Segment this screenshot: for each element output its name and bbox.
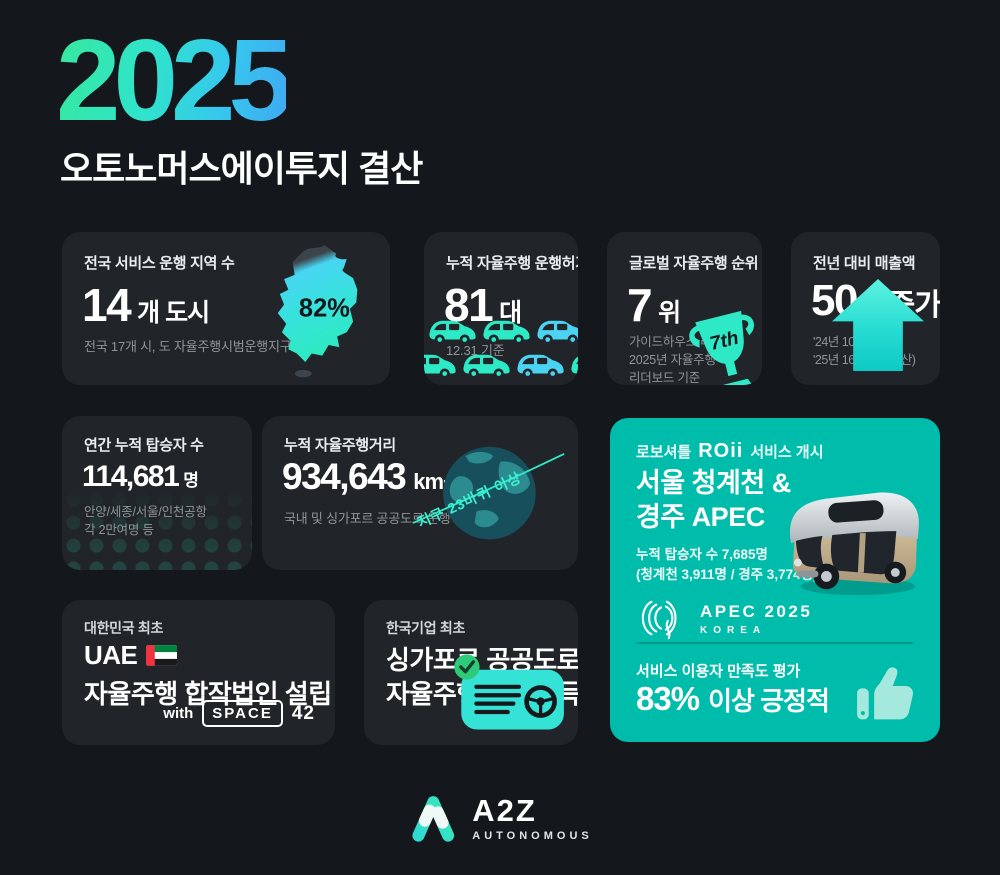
car-icon: [424, 353, 458, 380]
satisfaction-label: 서비스 이용자 만족도 평가: [636, 663, 801, 680]
passengers-sub: 안양/세종/서울/인천공항 각 2만여명 등: [84, 505, 207, 537]
uae-title-line1: UAE: [84, 640, 178, 671]
company-logo: A2Z AUTONOMOUS: [407, 793, 592, 843]
company-name: A2Z: [472, 792, 537, 828]
regions-label: 전국 서비스 운행 지역 수: [84, 255, 235, 272]
distance-sub: 국내 및 싱가포르 공공도로 운행 중: [284, 511, 466, 526]
uae-label: 대한민국 최초: [84, 620, 164, 636]
car-icon: [482, 319, 532, 346]
apec-text: APEC 2025 KOREA: [700, 602, 812, 636]
card-revenue-growth: 전년 대비 매출액 50 % 증가 '24년 107억 '25년 160억 (가…: [791, 232, 940, 385]
roii-logo: ROii: [698, 440, 744, 462]
globe-icon: 지구 23바퀴 이상: [412, 446, 565, 540]
car-icon: [516, 353, 566, 380]
car-icon: [536, 319, 578, 346]
uae-title-text: UAE: [84, 640, 138, 670]
roii-header-pre: 로보셔틀: [636, 444, 692, 461]
partner-prefix: with: [163, 705, 194, 722]
passengers-unit: 명: [183, 471, 199, 490]
permits-unit: 대: [499, 299, 522, 327]
card-roii-service: 로보셔틀 ROii 서비스 개시 서울 청계천 & 경주 APEC 누적 탑승자…: [610, 418, 940, 742]
thumbs-up-icon: [857, 667, 914, 720]
card-singapore-license: 한국기업 최초 싱가포르 공공도로 자율주행면허 취득: [364, 600, 578, 745]
roii-header-post: 서비스 개시: [750, 444, 824, 461]
shuttle-vehicle-image: [789, 492, 919, 596]
divider: [636, 642, 914, 644]
roii-title: 서울 청계천 & 경주 APEC: [636, 468, 791, 533]
card-driving-distance: 누적 자율주행거리 934,643 km+ 국내 및 싱가포르 공공도로 운행 …: [262, 416, 578, 570]
trophy-icon: 7th: [689, 310, 755, 385]
card-global-ranking: 글로벌 자율주행 순위 7 위 가이드하우스 리서치 2025년 자율주행 리더…: [607, 232, 762, 385]
space42-logo: SPACE: [202, 700, 283, 727]
company-subtitle: AUTONOMOUS: [472, 829, 593, 842]
car-icon: [462, 353, 512, 380]
regions-sub: 전국 17개 시, 도 자율주행시범운행지구 중: [84, 339, 307, 354]
car-icon-row: [424, 353, 578, 380]
space42-number: 42: [291, 702, 315, 724]
uae-flag-icon: [146, 645, 178, 666]
ranking-value: 7: [627, 279, 653, 331]
map-percentage: 82%: [299, 294, 350, 322]
ranking-unit: 위: [658, 299, 681, 327]
uae-title-line2: 자율주행 합작법인 설립: [84, 674, 332, 711]
a2z-mark-icon: [412, 796, 455, 842]
license-check-icon: [454, 654, 564, 730]
permits-value-row: 81 대: [444, 278, 522, 332]
regions-value: 14: [82, 279, 132, 331]
partner-logo-row: with SPACE 42: [163, 700, 315, 727]
dot-pattern-decoration: [62, 488, 252, 570]
korea-map-icon: 82%: [277, 245, 358, 378]
year-headline: 2025: [56, 15, 293, 145]
car-icon: [428, 319, 478, 346]
card-annual-passengers: 연간 누적 탑승자 수 114,681 명 안양/세종/서울/인천공항 각 2만…: [62, 416, 252, 570]
car-icons-group: [424, 319, 578, 385]
satisfaction-value-row: 83% 이상 긍정적: [636, 680, 830, 718]
apec-line1: APEC 2025: [700, 602, 813, 621]
ranking-value-row: 7 위: [627, 278, 681, 332]
uae-title-text2: 자율주행 합작법인 설립: [84, 679, 332, 709]
satisfaction-value: 83%: [636, 680, 700, 717]
distance-label: 누적 자율주행거리: [284, 437, 396, 454]
distance-value: 934,643: [282, 456, 407, 497]
permits-label: 누적 자율주행 운행허가: [446, 255, 578, 272]
revenue-label: 전년 대비 매출액: [813, 255, 916, 272]
passengers-value: 114,681: [82, 460, 180, 493]
regions-value-row: 14 개 도시: [82, 278, 210, 332]
company-wordmark: A2Z AUTONOMOUS: [472, 795, 592, 842]
apec-line2: KOREA: [700, 625, 767, 636]
regions-unit: 개 도시: [137, 299, 210, 327]
sg-label: 한국기업 최초: [386, 620, 466, 636]
apec-logo: APEC 2025 KOREA: [636, 596, 812, 642]
permits-sub: 12.31 기준: [446, 343, 505, 358]
ranking-label: 글로벌 자율주행 순위: [629, 255, 759, 272]
card-driving-permits: 누적 자율주행 운행허가 81 대 12.31 기준: [424, 232, 578, 385]
card-uae-joint-venture: 대한민국 최초 UAE 자율주행 합작법인 설립 with SPACE 42: [62, 600, 335, 745]
satisfaction-suffix: 이상 긍정적: [708, 686, 830, 716]
apec-swirl-icon: [641, 600, 677, 640]
card-service-regions: 전국 서비스 운행 지역 수 14 개 도시 전국 17개 시, 도 자율주행시…: [62, 232, 390, 385]
passengers-value-row: 114,681 명: [82, 460, 199, 494]
page-title: 오토노머스에이투지 결산: [60, 148, 423, 189]
car-icon: [570, 353, 578, 380]
car-icon-row: [428, 319, 578, 346]
roii-header: 로보셔틀 ROii 서비스 개시: [636, 440, 824, 463]
passengers-label: 연간 누적 탑승자 수: [84, 437, 204, 454]
